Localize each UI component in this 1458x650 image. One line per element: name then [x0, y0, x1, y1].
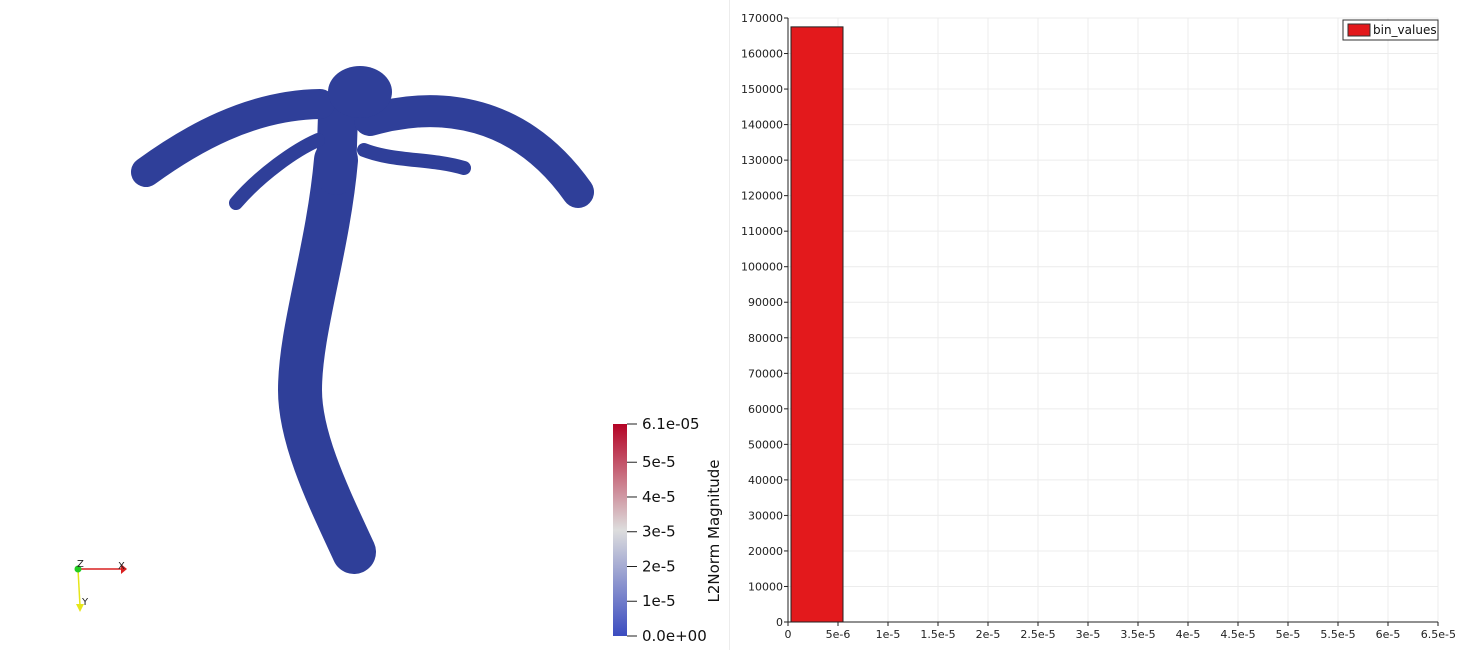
- y-tick-label: 0: [776, 616, 783, 629]
- y-tick-label: 150000: [741, 83, 783, 96]
- z-axis-dot: [74, 565, 82, 573]
- y-tick-label: 170000: [741, 12, 783, 25]
- x-axis-label: X: [118, 561, 125, 572]
- y-axis-label: Y: [81, 597, 89, 608]
- scalar-bar-label: 1e-5: [642, 592, 676, 610]
- y-tick-label: 120000: [741, 190, 783, 203]
- y-axis-line: [77, 568, 81, 607]
- scalar-bar[interactable]: 6.1e-05 5e-5 4e-5 3e-5 2e-5 1e-5 0.0e+00 L2Nor…: [613, 415, 723, 645]
- render-canvas[interactable]: X Y Z 6.1e-05 5e-5 4e-5 3e-5 2e-5 1e-5 0.0e+00…: [0, 0, 729, 650]
- y-tick-label: 110000: [741, 225, 783, 238]
- y-tick-label: 50000: [748, 438, 783, 451]
- x-axis-ticks: 0 5e-6 1e-5 1.5e-5 2e-5 2.5e-5 3e-5 3.5e-5 4e-5 4…: [785, 622, 1456, 641]
- legend-swatch: [1347, 23, 1371, 37]
- scalar-bar-label: 2e-5: [642, 557, 676, 575]
- x-tick-label: 1.5e-5: [920, 628, 955, 641]
- y-axis-arrow: [76, 604, 84, 612]
- x-tick-label: 0: [785, 628, 792, 641]
- scalar-bar-label: 0.0e+00: [642, 627, 707, 645]
- scalar-bar-label: 4e-5: [642, 488, 676, 506]
- x-tick-label: 3e-5: [1076, 628, 1101, 641]
- x-tick-label: 4.5e-5: [1220, 628, 1255, 641]
- x-tick-label: 5.5e-5: [1320, 628, 1355, 641]
- chart-gridlines: [787, 17, 1439, 623]
- scalar-bar-ticks: 6.1e-05 5e-5 4e-5 3e-5 2e-5 1e-5 0.0e+00: [627, 415, 707, 645]
- view-divider[interactable]: [729, 0, 730, 650]
- y-tick-label: 80000: [748, 332, 783, 345]
- chart-axes: [787, 18, 1438, 623]
- chart-bars: [790, 26, 844, 623]
- y-tick-label: 100000: [741, 261, 783, 274]
- y-tick-label: 30000: [748, 509, 783, 522]
- z-axis-label: Z: [77, 559, 84, 570]
- y-tick-label: 60000: [748, 403, 783, 416]
- scalar-bar-gradient: [613, 424, 627, 636]
- x-tick-label: 1e-5: [876, 628, 901, 641]
- histogram-view[interactable]: 0 10000 20000 30000 40000 50000 60000 70000 8000…: [730, 0, 1458, 650]
- histogram-canvas[interactable]: 0 10000 20000 30000 40000 50000 60000 70000 8000…: [730, 0, 1458, 650]
- render-view-3d[interactable]: X Y Z 6.1e-05 5e-5 4e-5 3e-5 2e-5 1e-5 0.0e+00…: [0, 0, 729, 650]
- x-tick-label: 2.5e-5: [1020, 628, 1055, 641]
- x-tick-label: 5e-6: [826, 628, 851, 641]
- scalar-bar-label: 6.1e-05: [642, 415, 700, 433]
- scalar-bar-title: L2Norm Magnitude: [705, 459, 723, 602]
- x-tick-label: 5e-5: [1276, 628, 1301, 641]
- y-tick-label: 90000: [748, 296, 783, 309]
- x-tick-label: 6.5e-5: [1421, 628, 1456, 641]
- y-tick-label: 70000: [748, 367, 783, 380]
- y-axis-ticks: 0 10000 20000 30000 40000 50000 60000 70000 8000…: [741, 12, 788, 629]
- histogram-bar: [790, 26, 844, 623]
- scalar-bar-label: 5e-5: [642, 453, 676, 471]
- y-tick-label: 160000: [741, 48, 783, 61]
- y-tick-label: 40000: [748, 474, 783, 487]
- x-tick-label: 6e-5: [1376, 628, 1401, 641]
- vessel-mesh[interactable]: [131, 66, 594, 574]
- x-tick-label: 2e-5: [976, 628, 1001, 641]
- x-axis-arrow: [121, 564, 127, 574]
- x-tick-label: 4e-5: [1176, 628, 1201, 641]
- chart-legend[interactable]: bin_values: [1342, 19, 1439, 41]
- y-tick-label: 130000: [741, 154, 783, 167]
- y-tick-label: 140000: [741, 119, 783, 132]
- scalar-bar-label: 3e-5: [642, 523, 676, 541]
- x-tick-label: 3.5e-5: [1120, 628, 1155, 641]
- orientation-axes: X Y Z: [74, 559, 127, 612]
- legend-label: bin_values: [1373, 23, 1437, 37]
- y-tick-label: 10000: [748, 580, 783, 593]
- y-tick-label: 20000: [748, 545, 783, 558]
